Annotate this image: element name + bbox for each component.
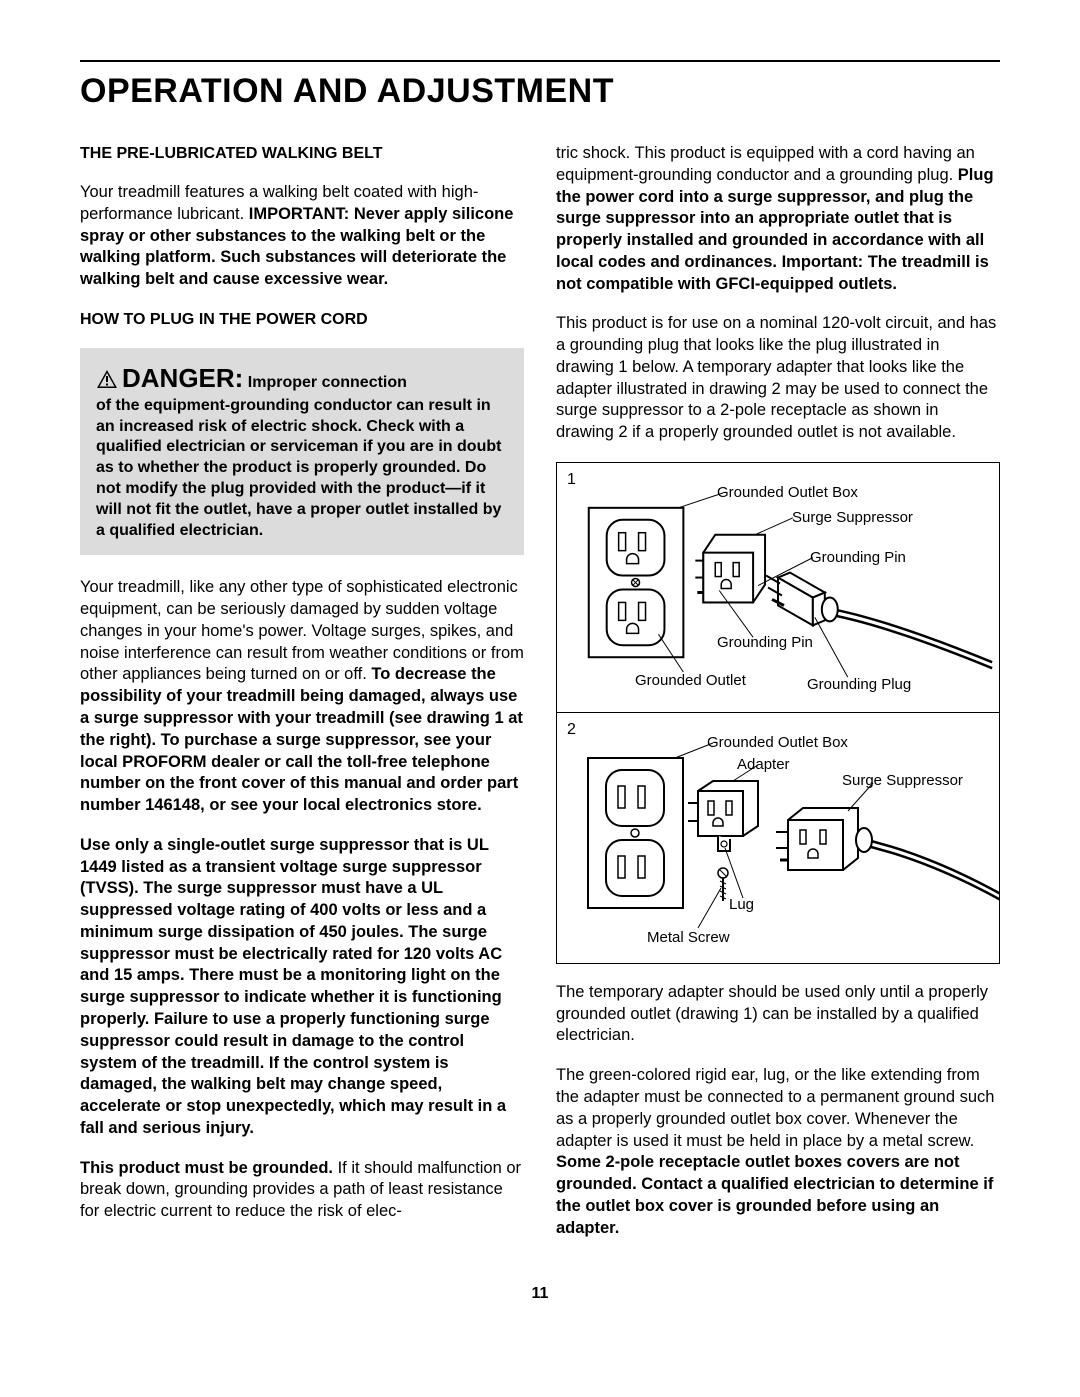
diagram-panel-1: 1 bbox=[557, 463, 999, 713]
label-grounding-plug: Grounding Plug bbox=[807, 675, 911, 695]
label-grounded-outlet: Grounded Outlet bbox=[635, 671, 746, 691]
content-columns: THE PRE-LUBRICATED WALKING BELT Your tre… bbox=[80, 143, 1000, 1257]
danger-box: DANGER: Improper connection of the equip… bbox=[80, 348, 524, 555]
para-green-lug-b: Some 2-pole receptacle outlet boxes cove… bbox=[556, 1153, 993, 1236]
para-green-lug: The green-colored rigid ear, lug, or the… bbox=[556, 1065, 1000, 1239]
para-grounded: This product must be grounded. If it sho… bbox=[80, 1158, 524, 1223]
warning-icon bbox=[96, 369, 118, 389]
danger-text: DANGER: Improper connection of the equip… bbox=[96, 362, 508, 541]
diagram-box: 1 bbox=[556, 462, 1000, 964]
label-grounded-outlet-box-1: Grounded Outlet Box bbox=[717, 483, 858, 503]
page-number: 11 bbox=[80, 1285, 1000, 1303]
label-surge-suppressor-2: Surge Suppressor bbox=[842, 771, 963, 791]
para-ul: Use only a single-outlet surge suppresso… bbox=[80, 835, 524, 1140]
danger-body: of the equipment-grounding conductor can… bbox=[96, 397, 501, 539]
para-120v: This product is for use on a nominal 120… bbox=[556, 313, 1000, 444]
label-lug: Lug bbox=[729, 895, 754, 915]
label-metal-screw: Metal Screw bbox=[647, 928, 730, 948]
left-column: THE PRE-LUBRICATED WALKING BELT Your tre… bbox=[80, 143, 524, 1257]
para-surge-b: To decrease the possibility of your trea… bbox=[80, 665, 523, 814]
top-rule bbox=[80, 60, 1000, 62]
para-temp-adapter: The temporary adapter should be used onl… bbox=[556, 982, 1000, 1047]
para-tric-a: tric shock. This product is equipped wit… bbox=[556, 144, 975, 184]
panel-2-num: 2 bbox=[567, 719, 576, 740]
subhead-belt: THE PRE-LUBRICATED WALKING BELT bbox=[80, 143, 524, 164]
page-title: OPERATION AND ADJUSTMENT bbox=[80, 72, 1000, 111]
para-grounded-a: This product must be grounded. bbox=[80, 1159, 333, 1177]
label-adapter: Adapter bbox=[737, 755, 790, 775]
para-tric-b: Plug the power cord into a surge suppres… bbox=[556, 166, 994, 293]
panel-1-num: 1 bbox=[567, 469, 576, 490]
diagram-panel-2: 2 bbox=[557, 713, 999, 963]
label-grounding-pin-b: Grounding Pin bbox=[717, 633, 813, 653]
label-grounding-pin-a: Grounding Pin bbox=[810, 548, 906, 568]
para-surge: Your treadmill, like any other type of s… bbox=[80, 577, 524, 816]
label-surge-suppressor-1: Surge Suppressor bbox=[792, 508, 913, 528]
right-column: tric shock. This product is equipped wit… bbox=[556, 143, 1000, 1257]
para-belt: Your treadmill features a walking belt c… bbox=[80, 182, 524, 291]
subhead-plug: HOW TO PLUG IN THE POWER CORD bbox=[80, 309, 524, 330]
danger-lead: Improper connection bbox=[243, 374, 407, 391]
para-tric: tric shock. This product is equipped wit… bbox=[556, 143, 1000, 295]
para-green-lug-a: The green-colored rigid ear, lug, or the… bbox=[556, 1066, 994, 1149]
label-grounded-outlet-box-2: Grounded Outlet Box bbox=[707, 733, 848, 753]
danger-word: DANGER: bbox=[122, 363, 243, 393]
